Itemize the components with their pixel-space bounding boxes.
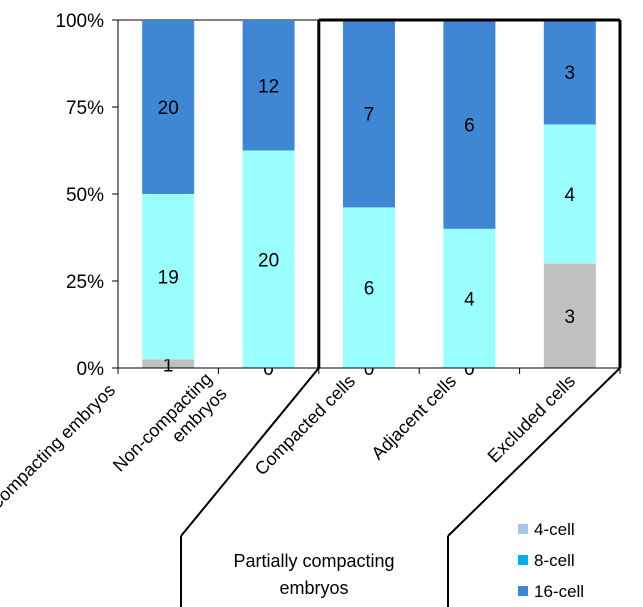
data-label-16-cell: 6 <box>464 115 475 136</box>
bar-segment-16-cell <box>543 20 596 125</box>
plot-area: 1 19 20 0 20 12 0 6 7 0 4 6 3 4 3 <box>118 19 621 380</box>
data-label-16-cell: 7 <box>364 105 375 126</box>
data-label-4-cell: 0 <box>464 359 475 380</box>
y-tick-label: 25% <box>66 272 104 293</box>
group-bracket-left-diagonal <box>180 367 320 537</box>
bar-segment-16-cell <box>343 20 395 208</box>
legend-label-16-cell: 16-cell <box>534 582 584 601</box>
legend-label-4-cell: 4-cell <box>534 520 575 539</box>
category-label: Non-compactingembryos <box>109 369 231 491</box>
category-label: Adjacent cells <box>367 371 460 464</box>
bar-segment-8-cell <box>543 124 596 264</box>
y-axis: 0% 25% 50% 75% 100% <box>55 11 119 380</box>
data-label-8-cell: 6 <box>364 279 375 300</box>
data-label-16-cell: 12 <box>258 76 279 97</box>
bar-segment-4-cell <box>543 263 596 368</box>
data-label-8-cell: 20 <box>258 250 279 271</box>
bar-segment-16-cell <box>443 20 496 229</box>
y-tick-label: 50% <box>66 185 104 206</box>
legend-label-8-cell: 8-cell <box>534 551 575 570</box>
partially-compacting-group: Partially compacting embryos <box>180 18 622 607</box>
legend-swatch-4-cell <box>518 524 528 534</box>
bar-segment-8-cell <box>242 150 295 368</box>
data-label-4-cell: 1 <box>163 355 174 376</box>
data-label-4-cell: 3 <box>565 307 576 328</box>
data-label-4-cell: 0 <box>263 359 274 380</box>
y-tick-label: 0% <box>77 359 105 380</box>
group-bracket-right-diagonal <box>447 367 621 537</box>
data-label-8-cell: 4 <box>464 289 475 310</box>
legend-swatch-8-cell <box>518 555 528 565</box>
legend-swatch-16-cell <box>518 586 528 596</box>
y-tick-label: 75% <box>66 98 104 119</box>
category-label: Compacting embryos <box>0 380 119 514</box>
bar-segment-8-cell <box>142 194 195 360</box>
data-label-16-cell: 3 <box>565 63 576 84</box>
bar-segment-8-cell <box>343 207 395 368</box>
bar-segment-16-cell <box>242 20 295 151</box>
bar-segment-8-cell <box>443 228 496 368</box>
data-label-16-cell: 20 <box>158 98 179 119</box>
data-label-8-cell: 19 <box>158 268 179 289</box>
bar-segment-16-cell <box>142 20 195 194</box>
data-label-8-cell: 4 <box>565 185 576 206</box>
category-label: Compacted cells <box>251 371 359 479</box>
group-label: Partially compacting embryos <box>233 551 394 598</box>
bar-segment-4-cell <box>142 359 195 368</box>
y-tick-label: 100% <box>55 11 104 32</box>
category-label: Excluded cells <box>484 371 580 467</box>
data-label-4-cell: 0 <box>364 359 375 380</box>
legend: 4-cell 8-cell 16-cell <box>518 520 584 601</box>
